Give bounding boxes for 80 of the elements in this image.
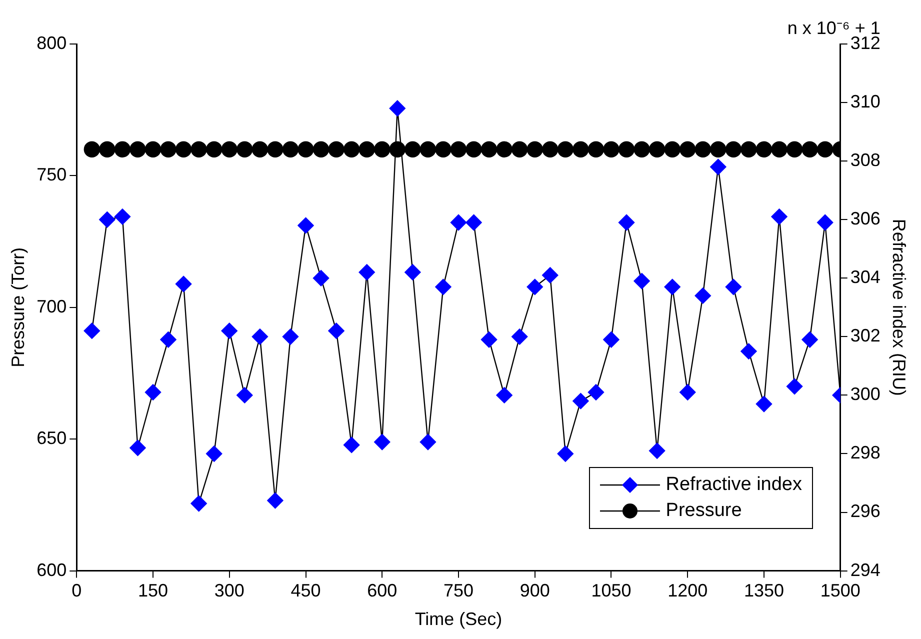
- point: [740, 343, 757, 360]
- point: [618, 214, 635, 231]
- point: [648, 442, 666, 459]
- point: [802, 331, 818, 348]
- x-tick-label: 150: [138, 580, 168, 601]
- point: [725, 278, 742, 296]
- legend-label: Pressure: [666, 499, 742, 523]
- y2-tick-label: 306: [850, 208, 880, 229]
- point: [160, 331, 176, 348]
- y2-tick-label: 312: [850, 32, 880, 53]
- x-tick-label: 900: [520, 580, 550, 601]
- x-tick-label: 1350: [744, 580, 784, 601]
- point: [221, 322, 238, 339]
- y-tick-label: 750: [36, 164, 67, 185]
- point: [343, 436, 360, 454]
- y-tick-label: 600: [36, 560, 67, 580]
- y2-tick-label: 304: [850, 267, 880, 288]
- point: [480, 331, 498, 348]
- point: [267, 492, 284, 509]
- point: [786, 378, 803, 395]
- x-tick-label: 1050: [591, 580, 632, 601]
- point: [374, 434, 390, 450]
- point: [190, 495, 207, 512]
- point: [298, 217, 314, 234]
- point: [175, 276, 192, 292]
- point: [99, 212, 116, 228]
- point: [114, 208, 131, 225]
- y-axis-title: Pressure (Torr): [8, 247, 28, 368]
- y-tick-label: 800: [36, 32, 67, 53]
- point: [358, 264, 375, 280]
- point: [771, 208, 788, 225]
- point: [526, 278, 543, 296]
- point: [694, 288, 711, 304]
- point: [389, 100, 406, 116]
- x-tick-label: 1200: [668, 580, 708, 601]
- y2-tick-label: 302: [850, 326, 880, 346]
- point: [816, 214, 834, 231]
- point: [603, 331, 620, 348]
- y2-tick-label: 298: [850, 442, 880, 463]
- point: [542, 267, 558, 284]
- point: [84, 322, 100, 339]
- point: [420, 434, 436, 450]
- point: [435, 278, 452, 296]
- legend-label: Refractive index: [666, 473, 802, 497]
- point: [282, 328, 299, 345]
- point: [144, 384, 162, 400]
- x-tick-label: 750: [443, 580, 474, 601]
- point: [236, 387, 253, 404]
- point: [588, 384, 604, 400]
- point: [328, 322, 344, 339]
- x-axis-title: Time (Sec): [414, 609, 502, 630]
- point: [450, 214, 467, 231]
- x-tick-label: 300: [214, 580, 244, 601]
- y-tick-label: 650: [36, 428, 67, 448]
- x-tick-label: 600: [367, 580, 398, 601]
- y2-tick-label: 296: [850, 501, 880, 522]
- y2-tick-label: 310: [850, 92, 880, 112]
- point: [312, 270, 330, 286]
- x-tick-label: 1500: [820, 580, 860, 601]
- point: [634, 272, 650, 290]
- point: [496, 387, 512, 404]
- point: [756, 396, 772, 412]
- point: [664, 278, 680, 296]
- y-tick-label: 700: [36, 296, 67, 316]
- y2-tick-label: 300: [850, 384, 880, 404]
- point: [404, 264, 421, 280]
- y2-axis-title: Refractive index (RIU): [889, 218, 910, 396]
- x-tick-label: 450: [290, 580, 321, 601]
- point: [557, 446, 574, 462]
- point: [572, 392, 589, 410]
- point: [206, 446, 222, 462]
- point: [252, 328, 268, 345]
- y2-tick-label: 308: [850, 150, 880, 170]
- x-tick-label: 0: [72, 580, 82, 601]
- y2-tick-label: 294: [850, 560, 880, 580]
- point: [512, 328, 528, 345]
- point: [710, 158, 726, 176]
- point: [130, 440, 146, 456]
- point: [466, 214, 482, 231]
- point: [680, 384, 696, 400]
